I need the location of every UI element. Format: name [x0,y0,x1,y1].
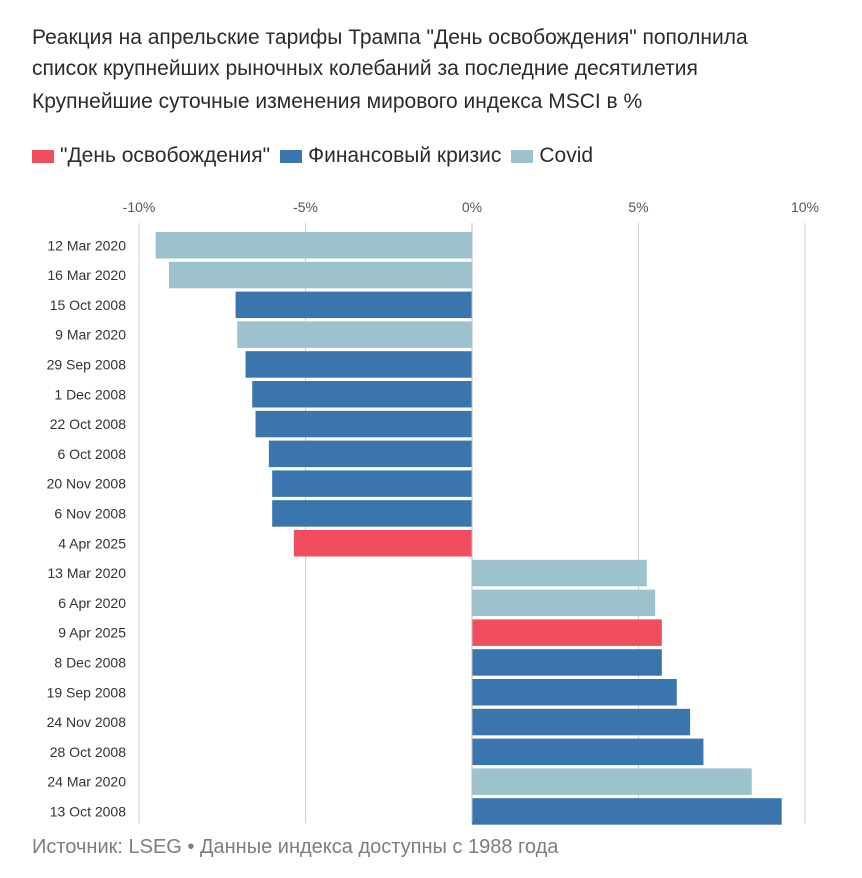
category-label: 6 Nov 2008 [54,505,126,521]
x-tick-label: 5% [628,199,648,215]
category-label: 4 Apr 2025 [58,535,126,551]
legend-item-covid: Covid [511,144,593,168]
bar [472,649,662,676]
legend-item-financial-crisis: Финансовый кризис [280,144,501,168]
source-note: Источник: LSEG • Данные индекса доступны… [32,836,559,858]
bar [168,261,472,289]
category-label: 20 Nov 2008 [47,476,127,492]
category-label: 24 Nov 2008 [47,714,127,730]
bar [268,440,472,468]
legend-label: Финансовый кризис [308,144,502,167]
bar [472,798,782,825]
category-label: 22 Oct 2008 [50,416,126,432]
bar [472,619,662,646]
category-label: 19 Sep 2008 [47,684,127,700]
legend-label: Covid [539,144,594,167]
x-tick-label: -5% [293,199,318,215]
bar [472,768,752,795]
bar [272,470,472,497]
category-label: 6 Oct 2008 [58,446,127,462]
legend-swatch-icon [511,149,534,163]
legend-label: "День освобождения" [60,144,271,167]
bar [255,410,472,438]
chart-subtitle: Крупнейшие суточные изменения мирового и… [32,90,643,113]
x-tick-label: 0% [462,199,482,215]
bar-chart: -10% -5% 0% 5% 10% 12 Mar 2020 16 Mar 2020 15 O… [47,199,819,825]
bar [237,321,472,348]
bar [472,708,691,736]
chart-title-line-1: Реакция на апрельские тарифы Трампа "Ден… [32,26,748,49]
bar [293,530,472,557]
legend-swatch-icon [280,149,303,163]
bar [252,381,472,408]
category-label: 9 Apr 2025 [58,625,126,641]
chart-title: Реакция на апрельские тарифы Трампа "Ден… [32,22,832,84]
x-tick-label: -10% [123,199,156,215]
legend: "День освобождения" Финансовый кризис Co… [32,142,603,170]
category-label: 16 Mar 2020 [47,267,126,283]
legend-swatch-icon [32,149,54,163]
category-label: 9 Mar 2020 [55,327,126,343]
category-label: 13 Oct 2008 [50,803,126,819]
x-tick-label: 10% [791,199,819,215]
category-label: 8 Dec 2008 [54,654,126,670]
bar [472,679,677,706]
category-label: 12 Mar 2020 [47,237,126,253]
bar [472,559,647,587]
legend-item-liberation-day: "День освобождения" [32,144,270,168]
category-label: 24 Mar 2020 [47,774,126,790]
bar [472,738,704,766]
bar [155,232,472,259]
bar [472,589,656,617]
category-label: 15 Oct 2008 [50,297,126,313]
category-label: 6 Apr 2020 [58,595,126,611]
chart-title-line-2: список крупнейших рыночных колебаний за … [32,57,698,80]
category-label: 28 Oct 2008 [50,744,126,760]
bar [272,500,472,527]
category-label: 1 Dec 2008 [54,386,126,402]
category-label: 29 Sep 2008 [47,356,127,372]
bar [245,351,472,378]
bar [235,291,472,319]
category-label: 13 Mar 2020 [47,565,126,581]
